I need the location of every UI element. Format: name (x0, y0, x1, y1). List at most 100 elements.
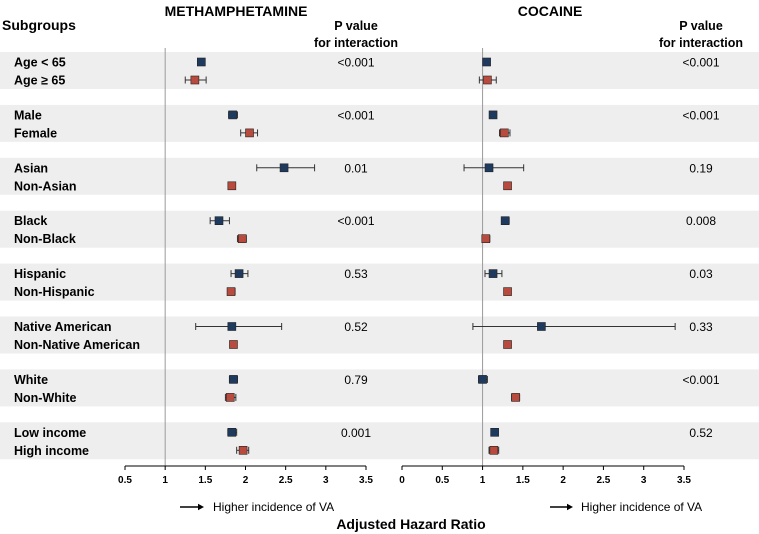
pvalue-header-line2: for interaction (314, 36, 398, 50)
subgroup-label: Low income (14, 426, 86, 440)
row-band (0, 104, 759, 142)
hazard-ratio-marker (226, 287, 236, 296)
x-tick-label: 3.5 (359, 475, 373, 486)
hazard-ratio-marker (483, 75, 492, 85)
hazard-ratio-marker (234, 269, 244, 278)
p-value: 0.52 (689, 426, 713, 440)
p-value: <0.001 (682, 108, 719, 122)
hazard-ratio-marker (478, 375, 487, 384)
pvalue-header-line2: for interaction (659, 36, 743, 50)
subgroup-label: High income (14, 444, 89, 458)
subgroup-label: Hispanic (14, 267, 66, 281)
arrow-head (198, 503, 204, 511)
direction-note: Higher incidence of VA (581, 500, 702, 514)
x-tick-label: 1.5 (516, 475, 530, 486)
hazard-ratio-marker (503, 181, 512, 191)
p-value: 0.19 (689, 161, 713, 175)
p-value: <0.001 (682, 56, 719, 70)
subgroup-label: Age < 65 (14, 56, 66, 70)
subgroup-label: White (14, 373, 48, 387)
row-band (0, 157, 759, 195)
hazard-ratio-marker (197, 57, 206, 67)
subgroup-label: Age ≥ 65 (14, 74, 65, 88)
p-value: 0.001 (341, 426, 371, 440)
hazard-ratio-marker (237, 234, 247, 243)
p-value: 0.52 (344, 320, 368, 334)
hazard-ratio-marker (503, 287, 512, 296)
hazard-ratio-marker (229, 340, 238, 349)
x-tick-label: 2.5 (279, 475, 293, 486)
methamphetamine-panel: METHAMPHETAMINE P value for interaction 0.5… (118, 3, 398, 514)
row-band (0, 369, 759, 407)
hazard-ratio-marker (511, 393, 520, 402)
subgroup-labels: Age < 65 Age ≥ 65 Male Female Asian Non-Asian… (14, 56, 140, 458)
hazard-ratio-marker (227, 181, 237, 191)
p-value: <0.001 (337, 56, 374, 70)
x-tick-label: 2 (560, 475, 566, 486)
hazard-ratio-marker (481, 234, 491, 243)
p-value: 0.33 (689, 320, 713, 334)
subgroup-label: Male (14, 108, 42, 122)
x-tick-label: 0.5 (435, 475, 449, 486)
hazard-ratio-marker (227, 427, 237, 437)
hazard-ratio-marker (225, 393, 235, 402)
p-value: <0.001 (337, 214, 374, 228)
hazard-ratio-marker (500, 128, 509, 138)
x-tick-label: 1 (162, 475, 168, 486)
hazard-ratio-marker (229, 375, 238, 384)
subgroups-header: Subgroups (2, 17, 76, 33)
subgroup-label: Female (14, 126, 57, 140)
p-value: <0.001 (337, 108, 374, 122)
hazard-ratio-marker (484, 163, 494, 173)
hazard-ratio-marker (214, 216, 224, 225)
hazard-ratio-marker (279, 163, 289, 173)
hazard-ratio-marker (482, 57, 491, 67)
hazard-ratio-marker (227, 322, 237, 331)
x-tick-label: 2.5 (596, 475, 610, 486)
hazard-ratio-marker (490, 427, 499, 437)
hazard-ratio-marker (488, 269, 498, 278)
pvalue-header-line1: P value (679, 19, 723, 33)
hazard-ratio-marker (190, 75, 200, 85)
hazard-ratio-marker (228, 110, 237, 120)
arrow-head (567, 503, 573, 511)
row-band (0, 210, 759, 248)
subgroup-label: Non-Black (14, 232, 76, 246)
x-axis-label: Adjusted Hazard Ratio (336, 516, 485, 532)
hazard-ratio-marker (245, 128, 254, 138)
p-value: 0.01 (344, 161, 368, 175)
x-tick-label: 3 (641, 475, 647, 486)
subgroup-label: Asian (14, 161, 48, 175)
subgroup-label: Non-Hispanic (14, 285, 95, 299)
row-band (0, 422, 759, 460)
hazard-ratio-marker (500, 216, 510, 225)
x-tick-label: 3 (323, 475, 329, 486)
x-tick-label: 1 (480, 475, 486, 486)
hazard-ratio-marker (489, 445, 499, 455)
subgroup-label: Non-White (14, 391, 77, 405)
x-tick-label: 3.5 (677, 475, 691, 486)
hazard-ratio-marker (503, 340, 512, 349)
subgroup-label: Non-Native American (14, 338, 140, 352)
panel-title: METHAMPHETAMINE (165, 3, 308, 19)
row-band (0, 316, 759, 354)
direction-note: Higher incidence of VA (213, 500, 334, 514)
x-tick-label: 1.5 (198, 475, 212, 486)
x-tick-label: 0 (399, 475, 405, 486)
pvalue-header-line1: P value (334, 19, 378, 33)
subgroup-label: Black (14, 214, 47, 228)
row-band (0, 263, 759, 301)
p-value: <0.001 (682, 373, 719, 387)
p-value: 0.03 (689, 267, 713, 281)
hazard-ratio-marker (238, 445, 248, 455)
hazard-ratio-marker (537, 322, 546, 331)
x-tick-label: 0.5 (118, 475, 132, 486)
subgroup-label: Non-Asian (14, 179, 77, 193)
p-value: 0.008 (686, 214, 716, 228)
panel-title: COCAINE (518, 3, 583, 19)
row-band (0, 52, 759, 89)
hazard-ratio-marker (488, 110, 498, 120)
x-tick-label: 2 (243, 475, 249, 486)
p-value: 0.79 (344, 373, 368, 387)
